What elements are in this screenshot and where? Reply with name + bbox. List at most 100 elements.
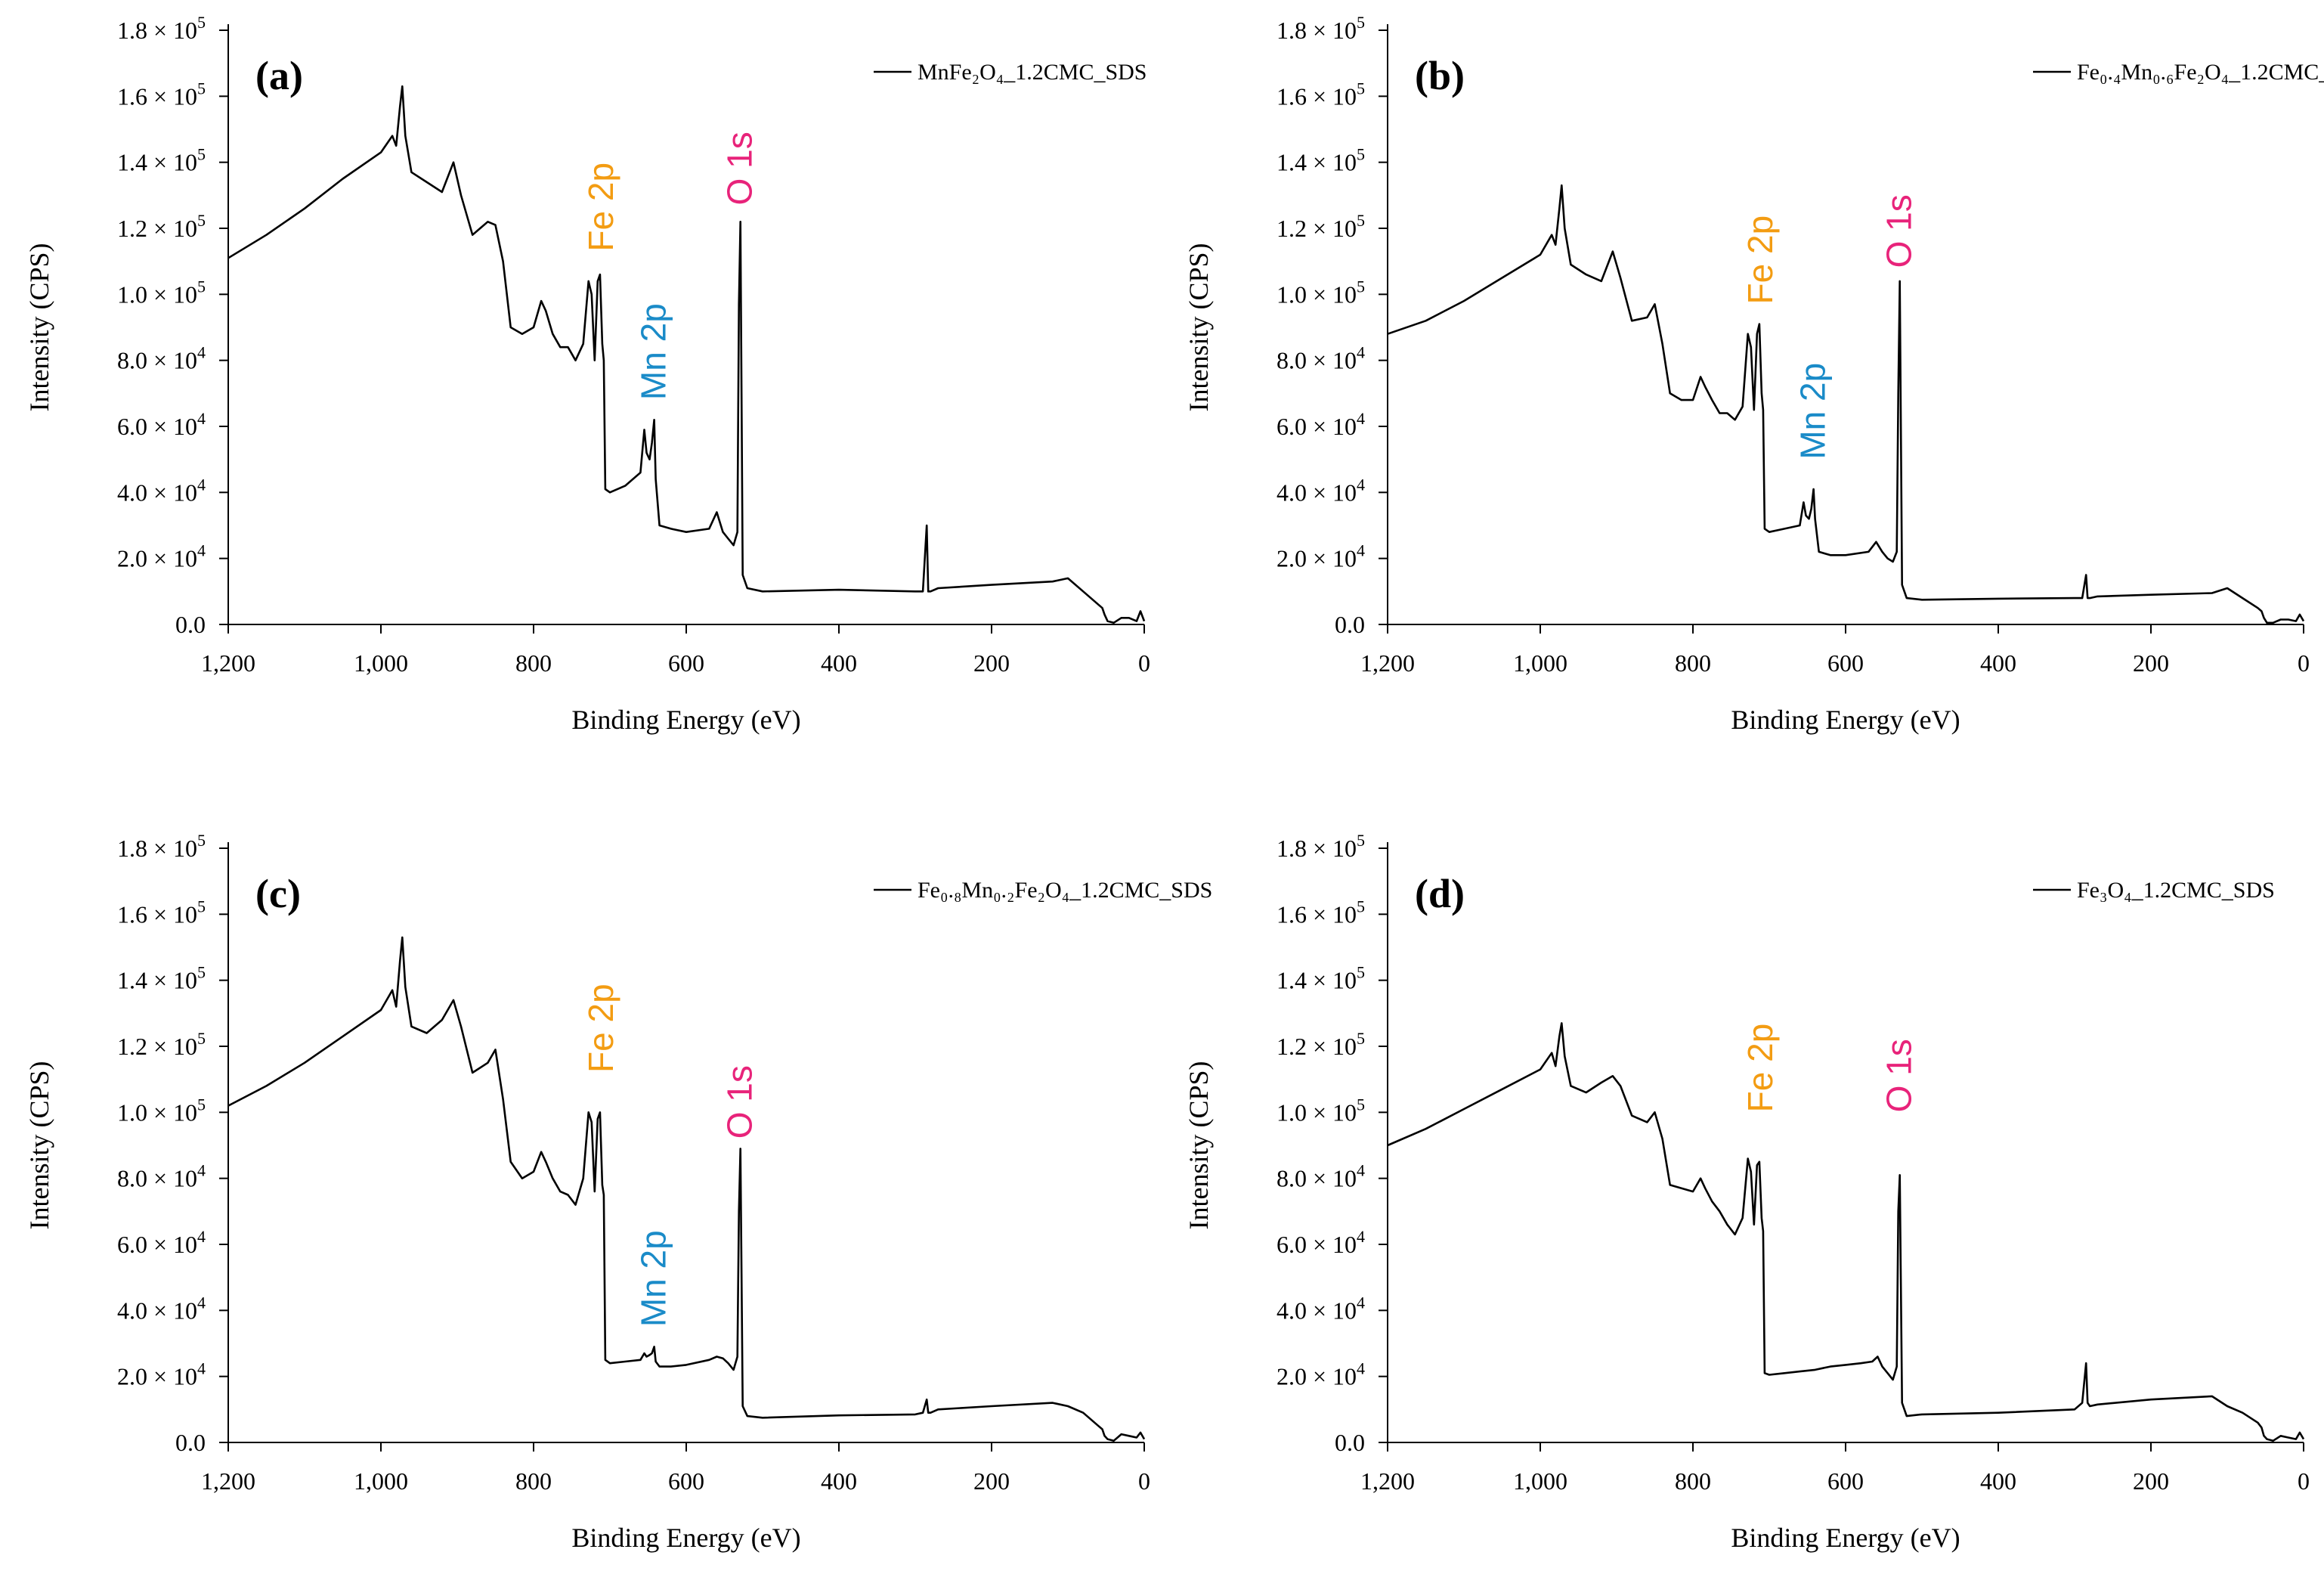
chart-panel-b: 0.0 2.0 × 104 4.0 × 104 6.0 × 104 8.0 × 104 1… <box>1184 13 2324 735</box>
y-tick-label: 2.0 × 104 <box>1276 1359 1365 1390</box>
panel-letter: (c) <box>255 871 301 916</box>
x-tick-label: 200 <box>973 1467 1010 1495</box>
y-tick-label: 1.4 × 105 <box>117 145 206 176</box>
y-tick-label: 1.2 × 105 <box>1276 211 1365 242</box>
y-tick-label: 1.4 × 105 <box>1276 145 1365 176</box>
y-tick-label: 2.0 × 104 <box>117 541 206 572</box>
x-tick-label: 400 <box>1980 649 2016 677</box>
y-tick-label: 1.2 × 105 <box>117 1029 206 1060</box>
panel-letter: (a) <box>255 53 303 98</box>
x-tick-label: 600 <box>1827 1467 1864 1495</box>
spectrum-line <box>227 936 1146 1442</box>
peak-label-o-1s: O 1s <box>720 132 760 205</box>
x-tick-label: 600 <box>668 649 704 677</box>
peak-label-o-1s: O 1s <box>1880 1039 1919 1112</box>
y-axis-title: Intensity (CPS) <box>1184 243 1214 411</box>
y-tick-label: 8.0 × 104 <box>1276 1161 1365 1192</box>
x-tick-label: 400 <box>1980 1467 2016 1495</box>
x-tick-label: 1,000 <box>354 649 408 677</box>
y-tick-label: 1.2 × 105 <box>117 211 206 242</box>
panel-letter: (b) <box>1415 53 1465 98</box>
y-tick-label: 1.0 × 105 <box>1276 1095 1365 1126</box>
x-tick-label: 0 <box>2298 649 2310 677</box>
x-tick-label: 200 <box>2133 1467 2169 1495</box>
y-tick-label: 6.0 × 104 <box>117 409 206 440</box>
y-tick-label: 6.0 × 104 <box>1276 409 1365 440</box>
legend-label: Fe₀.₈Mn₀.₂Fe₂O₄_1.2CMC_SDS <box>918 878 1212 903</box>
x-tick-label: 800 <box>1675 649 1711 677</box>
y-tick-label: 8.0 × 104 <box>1276 343 1365 374</box>
y-tick-label: 1.8 × 105 <box>1276 831 1365 862</box>
x-tick-label: 600 <box>1827 649 1864 677</box>
spectrum-line <box>227 85 1146 624</box>
x-axis-title: Binding Energy (eV) <box>1731 1523 1960 1553</box>
y-tick-label: 1.0 × 105 <box>117 277 206 308</box>
x-tick-label: 200 <box>973 649 1010 677</box>
y-tick-label: 0.0 <box>175 1429 206 1456</box>
y-axis-title: Intensity (CPS) <box>1184 1061 1214 1229</box>
x-axis-title: Binding Energy (eV) <box>571 705 800 735</box>
chart-panel-d: 0.0 2.0 × 104 4.0 × 104 6.0 × 104 8.0 × 104 1… <box>1184 831 2310 1553</box>
y-tick-label: 2.0 × 104 <box>117 1359 206 1390</box>
x-axis-title: Binding Energy (eV) <box>571 1523 800 1553</box>
x-tick-label: 0 <box>1138 1467 1150 1495</box>
y-tick-label: 0.0 <box>1335 1429 1365 1456</box>
x-tick-label: 0 <box>2298 1467 2310 1495</box>
y-tick-label: 1.8 × 105 <box>1276 13 1365 44</box>
y-tick-label: 1.8 × 105 <box>117 13 206 44</box>
x-tick-label: 800 <box>515 1467 552 1495</box>
peak-label-o-1s: O 1s <box>720 1065 760 1139</box>
peak-label-o-1s: O 1s <box>1880 194 1919 268</box>
y-tick-label: 1.6 × 105 <box>117 897 206 928</box>
x-tick-label: 0 <box>1138 649 1150 677</box>
x-tick-label: 200 <box>2133 649 2169 677</box>
peak-label-mn-2p: Mn 2p <box>634 303 673 400</box>
y-tick-label: 4.0 × 104 <box>1276 475 1365 506</box>
y-tick-label: 6.0 × 104 <box>117 1227 206 1258</box>
x-tick-label: 1,200 <box>201 649 255 677</box>
y-tick-label: 0.0 <box>1335 611 1365 638</box>
peak-label-mn-2p: Mn 2p <box>634 1230 673 1327</box>
x-tick-label: 800 <box>515 649 552 677</box>
y-tick-label: 4.0 × 104 <box>117 475 206 506</box>
y-tick-label: 1.4 × 105 <box>117 963 206 994</box>
peak-label-mn-2p: Mn 2p <box>1793 363 1833 460</box>
spectrum-line <box>1387 1022 2305 1442</box>
x-tick-label: 1,200 <box>1360 1467 1415 1495</box>
legend-label: MnFe₂O₄_1.2CMC_SDS <box>918 60 1147 85</box>
y-tick-label: 1.0 × 105 <box>1276 277 1365 308</box>
chart-panel-c: 0.0 2.0 × 104 4.0 × 104 6.0 × 104 8.0 × 104 1… <box>24 831 1212 1553</box>
legend-label: Fe₀.₄Mn₀.₆Fe₂O₄_1.2CMC_SDS <box>2077 60 2324 85</box>
y-tick-label: 1.2 × 105 <box>1276 1029 1365 1060</box>
peak-label-fe-2p: Fe 2p <box>1741 1024 1780 1113</box>
y-tick-label: 1.6 × 105 <box>1276 897 1365 928</box>
y-tick-label: 8.0 × 104 <box>117 343 206 374</box>
legend-label: Fe₃O₄_1.2CMC_SDS <box>2077 878 2275 903</box>
y-axis-title: Intensity (CPS) <box>24 1061 54 1229</box>
x-tick-label: 1,200 <box>1360 649 1415 677</box>
y-tick-label: 1.0 × 105 <box>117 1095 206 1126</box>
x-tick-label: 400 <box>821 1467 857 1495</box>
y-tick-label: 1.6 × 105 <box>117 79 206 110</box>
x-tick-label: 1,000 <box>354 1467 408 1495</box>
x-tick-label: 1,000 <box>1513 649 1567 677</box>
y-tick-label: 2.0 × 104 <box>1276 541 1365 572</box>
y-tick-label: 4.0 × 104 <box>1276 1293 1365 1324</box>
peak-label-fe-2p: Fe 2p <box>1741 215 1780 305</box>
x-tick-label: 1,200 <box>201 1467 255 1495</box>
chart-panel-a: 0.0 2.0 × 104 4.0 × 104 6.0 × 104 8.0 × 104 1… <box>24 13 1150 735</box>
y-tick-label: 1.4 × 105 <box>1276 963 1365 994</box>
y-tick-label: 8.0 × 104 <box>117 1161 206 1192</box>
x-tick-label: 400 <box>821 649 857 677</box>
spectrum-line <box>1387 184 2305 624</box>
peak-label-fe-2p: Fe 2p <box>581 984 620 1073</box>
y-tick-label: 4.0 × 104 <box>117 1293 206 1324</box>
y-axis-title: Intensity (CPS) <box>24 243 54 411</box>
panel-letter: (d) <box>1415 871 1465 916</box>
x-axis-title: Binding Energy (eV) <box>1731 705 1960 735</box>
y-tick-label: 0.0 <box>175 611 206 638</box>
peak-label-fe-2p: Fe 2p <box>581 163 620 252</box>
x-tick-label: 600 <box>668 1467 704 1495</box>
y-tick-label: 1.6 × 105 <box>1276 79 1365 110</box>
